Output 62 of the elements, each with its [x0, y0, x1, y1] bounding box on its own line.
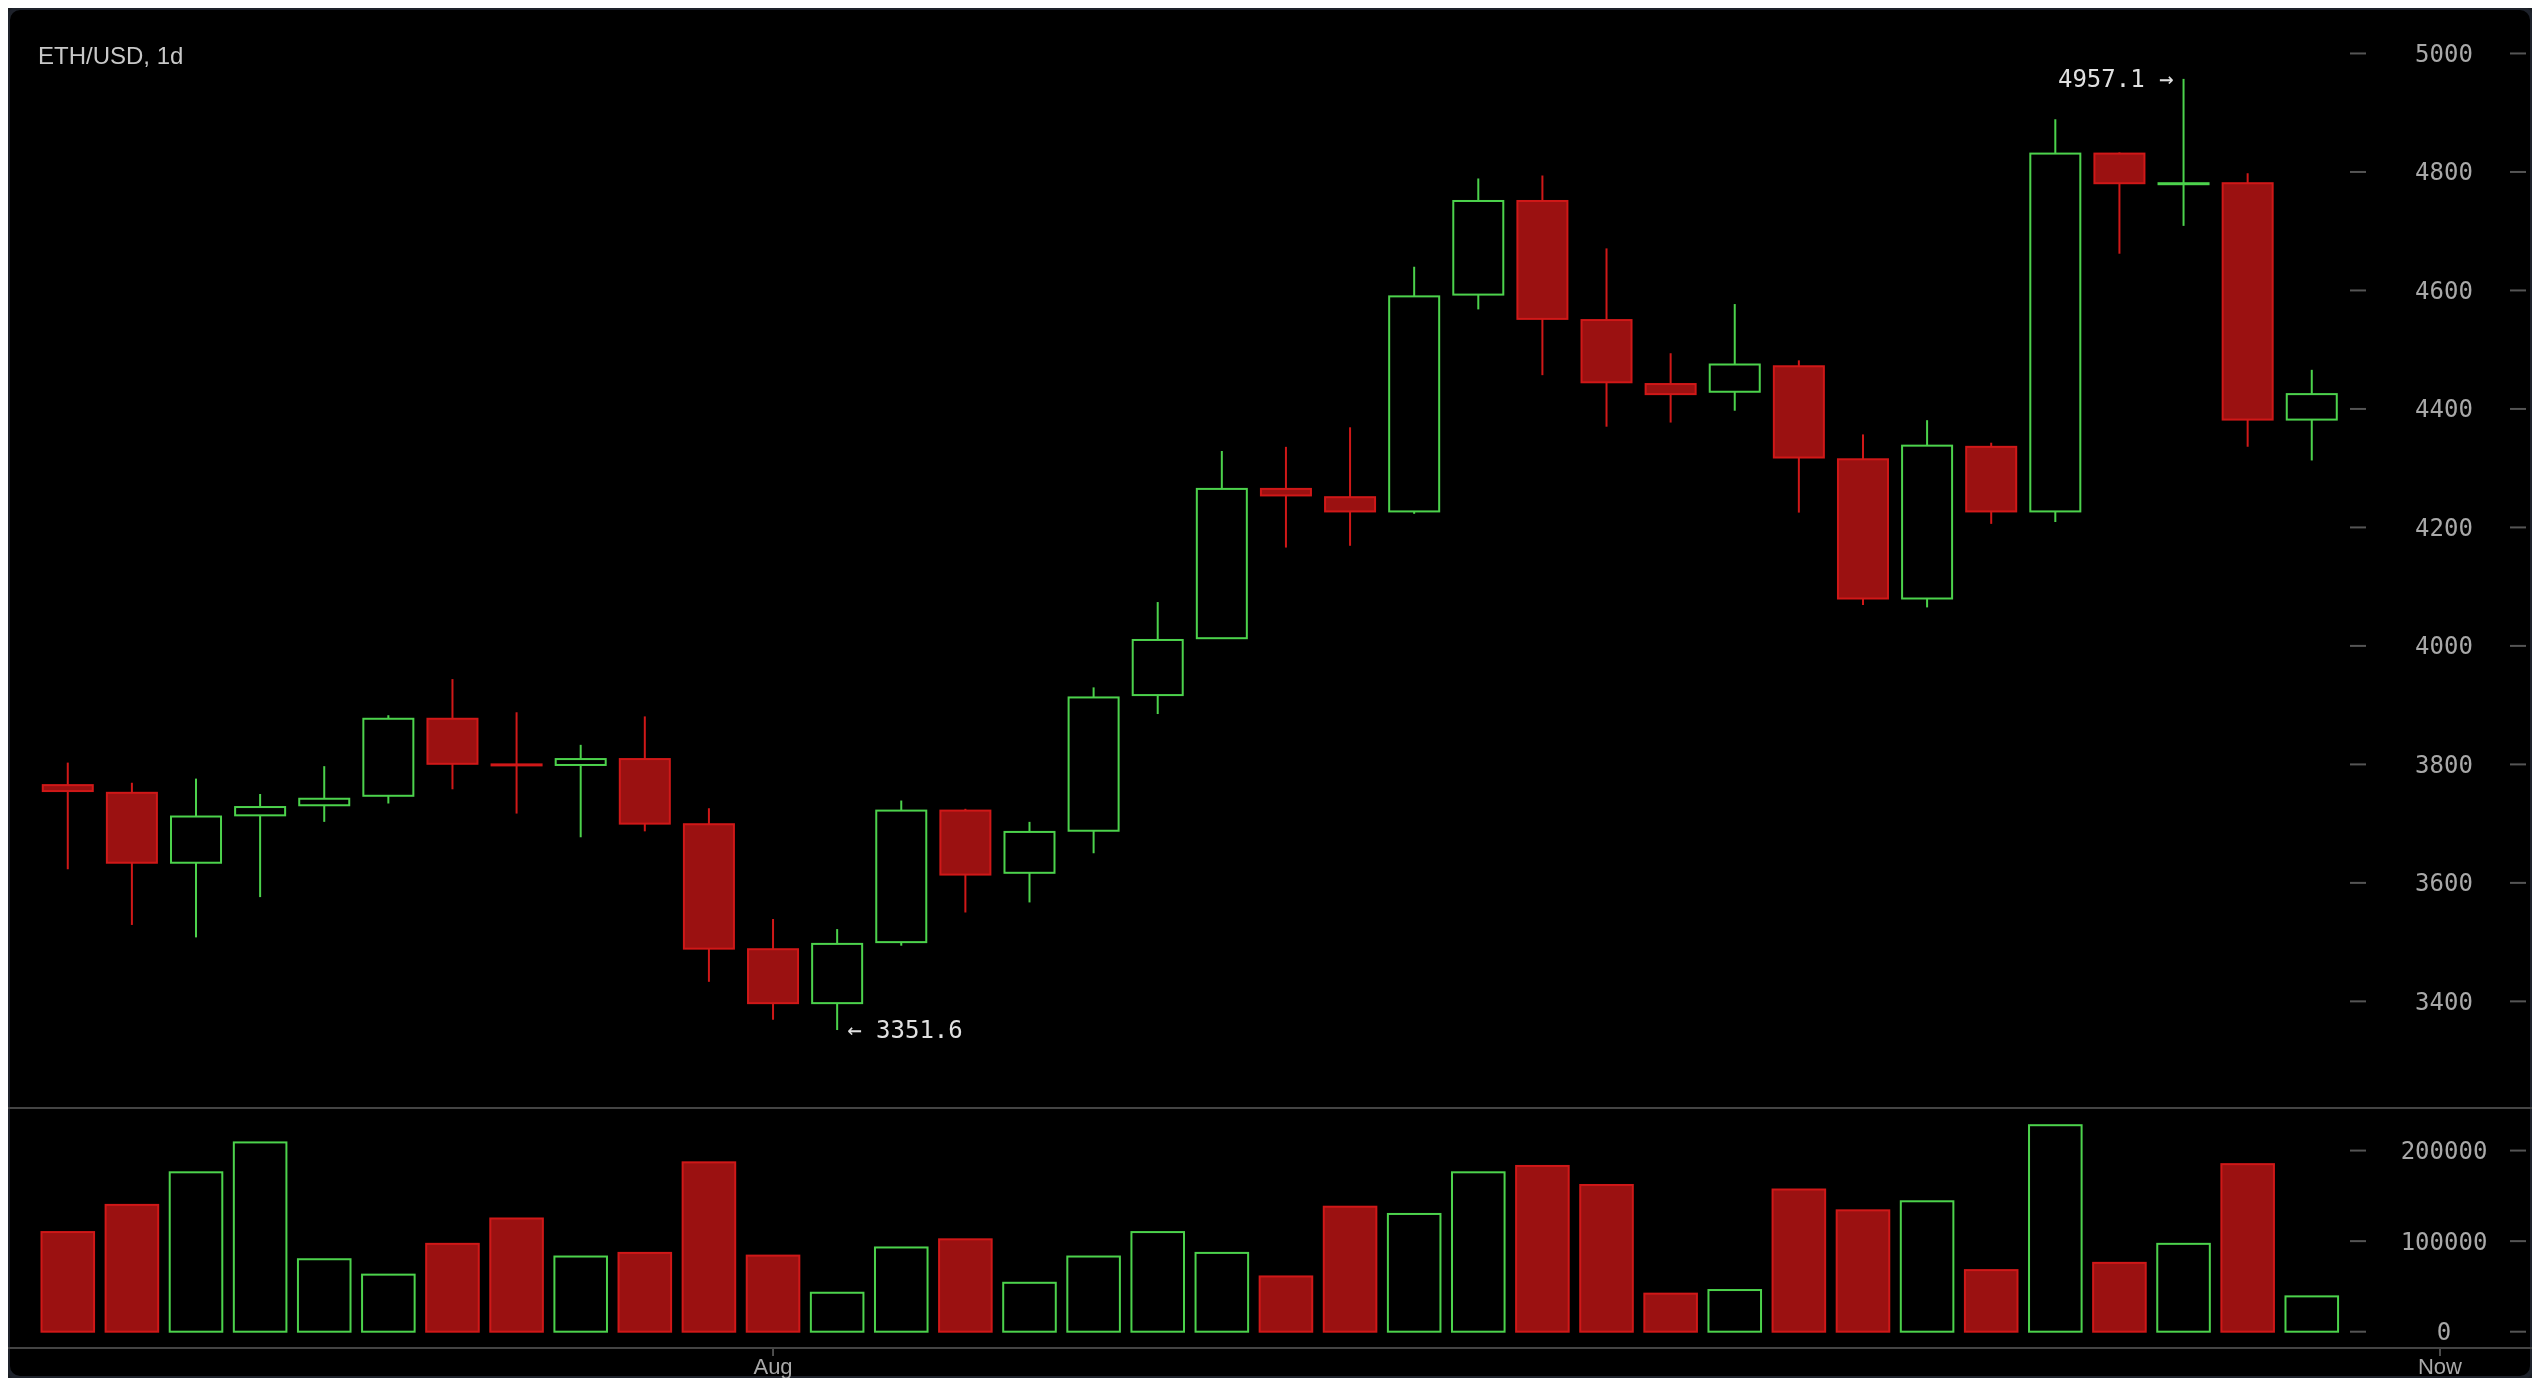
- bar: [296, 1258, 352, 1333]
- bar: [1322, 1205, 1378, 1333]
- candlestick: [41, 761, 94, 871]
- bar: [745, 1254, 801, 1333]
- y-tick-label: 3400: [2415, 987, 2473, 1016]
- bar: [681, 1161, 737, 1333]
- bar: [809, 1291, 865, 1333]
- bar: [617, 1251, 673, 1333]
- candlestick: [2157, 77, 2210, 227]
- y-tick-label: 100000: [2400, 1227, 2488, 1256]
- bar: [938, 1238, 993, 1333]
- bar: [2092, 1261, 2147, 1333]
- candlestick: [490, 711, 543, 815]
- bar: [232, 1141, 288, 1333]
- y-tick-label: 3800: [2415, 750, 2473, 779]
- y-tick-label: 4400: [2415, 395, 2473, 424]
- candlestick: [1324, 426, 1377, 547]
- y-tick-label: 5000: [2415, 39, 2473, 68]
- bar: [1451, 1171, 1506, 1333]
- y-tick-label: 4000: [2415, 632, 2473, 661]
- bar: [2284, 1295, 2340, 1333]
- bar: [104, 1203, 160, 1333]
- bar: [553, 1255, 608, 1333]
- bar: [1899, 1200, 1955, 1333]
- candlestick: [1259, 445, 1312, 549]
- bar: [1771, 1188, 1827, 1333]
- bar: [40, 1231, 96, 1333]
- x-tick-label: Now: [2417, 1354, 2463, 1379]
- x-tick-label: Aug: [753, 1354, 793, 1379]
- bar: [1130, 1231, 1185, 1333]
- text: ETH/USD, 1d: [38, 42, 184, 69]
- candlestick: [298, 765, 351, 823]
- y-tick-label: 3600: [2415, 869, 2473, 898]
- bar: [2156, 1242, 2211, 1333]
- candlestick: [554, 743, 607, 839]
- bar: [1002, 1281, 1057, 1333]
- bar: [361, 1273, 416, 1333]
- bar: [2220, 1163, 2275, 1333]
- bar: [1386, 1212, 1442, 1333]
- bar: [489, 1217, 544, 1333]
- bar: [168, 1171, 224, 1333]
- annotation: 4957.1 →: [2057, 65, 2174, 94]
- annotation: ← 3351.6: [847, 1016, 963, 1045]
- bar: [1194, 1251, 1250, 1333]
- bar: [1258, 1275, 1314, 1333]
- bar: [1515, 1164, 1570, 1333]
- candlestick: [1644, 352, 1697, 424]
- bar: [1835, 1209, 1891, 1333]
- y-tick-label: 0: [2436, 1318, 2452, 1347]
- bar: [1707, 1289, 1763, 1333]
- bar: [873, 1246, 929, 1333]
- bar: [2028, 1124, 2083, 1333]
- bar: [1643, 1292, 1698, 1333]
- bar: [1579, 1183, 1634, 1333]
- bar: [425, 1242, 480, 1333]
- y-tick-label: 4600: [2415, 276, 2473, 305]
- y-tick-label: 4200: [2415, 513, 2473, 542]
- candlestick: [234, 793, 287, 899]
- y-tick-label: 4800: [2415, 158, 2473, 187]
- bar: [1066, 1255, 1121, 1333]
- y-tick-label: 200000: [2400, 1136, 2488, 1165]
- bar: [1963, 1269, 2019, 1333]
